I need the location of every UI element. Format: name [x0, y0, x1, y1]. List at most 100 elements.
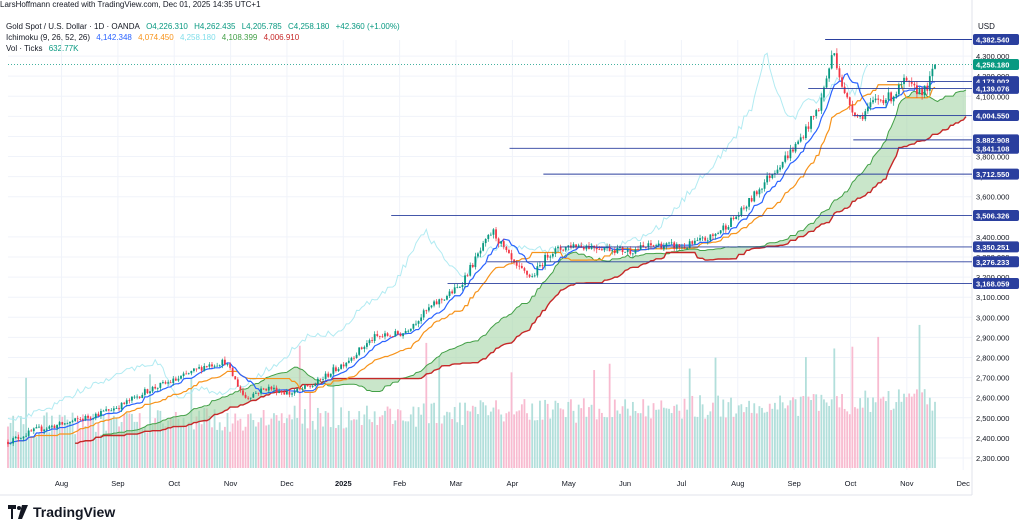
candle-body: [828, 68, 831, 79]
volume-bar: [533, 420, 536, 468]
volume-bar: [629, 415, 632, 468]
volume-bar: [874, 402, 877, 468]
volume-bar: [567, 401, 570, 468]
candle-body: [366, 343, 368, 347]
volume-bar: [903, 393, 905, 468]
candle-body: [921, 88, 923, 96]
volume-bar: [231, 423, 234, 468]
candle-body: [797, 141, 800, 144]
volume-bar: [213, 409, 216, 468]
candle-body: [626, 249, 629, 252]
volume-bar: [327, 412, 330, 468]
volume-bar: [570, 399, 572, 468]
candle-body: [399, 334, 402, 337]
volume-bar: [394, 420, 397, 468]
price-level-label: 3,168.059: [976, 280, 1009, 289]
candle-body: [363, 346, 366, 349]
volume-bar: [397, 409, 399, 468]
x-tick-label: Dec: [280, 479, 294, 488]
volume-bar: [484, 405, 487, 468]
candle-body: [278, 391, 281, 394]
volume-bar: [440, 423, 443, 468]
volume-bar: [934, 401, 936, 468]
candle-body: [520, 265, 523, 269]
volume-bar: [146, 432, 149, 468]
volume-bar: [856, 408, 859, 468]
candle-body: [931, 68, 934, 77]
candle-body: [497, 238, 500, 244]
candle-body: [629, 249, 632, 254]
volume-bar: [590, 404, 593, 468]
candle-body: [448, 291, 451, 297]
volume-bar: [167, 420, 169, 468]
candle-body: [412, 323, 415, 329]
candle-body: [727, 226, 730, 230]
candle-body: [45, 428, 48, 430]
symbol-legend[interactable]: Gold Spot / U.S. Dollar · 1D · OANDA O4,…: [6, 22, 404, 31]
candle-body: [102, 410, 105, 412]
candle-body: [461, 284, 464, 287]
x-tick-label: Sep: [787, 479, 800, 488]
open-value: O4,226.310: [146, 22, 188, 31]
candle-body: [890, 92, 893, 102]
volume-bar: [688, 368, 691, 468]
candle-body: [94, 413, 97, 419]
candle-body: [40, 426, 43, 431]
volume-legend[interactable]: Vol · Ticks 632.77K: [6, 44, 83, 53]
volume-bar: [520, 404, 523, 468]
candle-body: [753, 191, 756, 202]
volume-bar: [100, 434, 102, 468]
x-tick-label: Mar: [450, 479, 463, 488]
volume-bar: [399, 410, 402, 468]
y-tick-label: 2,300.000: [976, 454, 1009, 463]
candle-body: [928, 76, 931, 91]
volume-bar: [719, 416, 722, 468]
volume-bar: [185, 426, 188, 468]
volume-bar: [154, 418, 157, 468]
candle-body: [329, 373, 332, 377]
ichimoku-legend[interactable]: Ichimoku (9, 26, 52, 26) 4,142.348 4,074…: [6, 33, 303, 42]
volume-bar: [892, 408, 895, 468]
volume-bar: [916, 389, 918, 468]
volume-bar: [265, 425, 268, 468]
candle-body: [489, 234, 492, 236]
volume-bar: [626, 408, 629, 468]
candle-body: [244, 394, 247, 398]
candle-body: [848, 97, 851, 106]
candle-body: [446, 296, 448, 300]
volume-bar: [730, 397, 732, 468]
candle-body: [226, 364, 229, 365]
volume-bar: [464, 402, 466, 468]
volume-bar: [717, 395, 719, 468]
candle-body: [141, 394, 144, 399]
candle-body: [322, 378, 324, 380]
volume-bar: [316, 407, 319, 468]
candle-body: [745, 206, 748, 209]
candle-body: [306, 385, 309, 387]
candle-body: [662, 246, 665, 250]
volume-bar: [172, 417, 175, 468]
candle-body: [474, 256, 477, 268]
candle-body: [647, 243, 650, 248]
volume-bar: [278, 420, 281, 468]
candle-body: [125, 400, 128, 404]
candle-body: [637, 249, 639, 251]
candle-body: [815, 110, 818, 117]
candle-body: [817, 110, 820, 111]
candle-body: [25, 435, 27, 437]
volume-bar: [639, 413, 642, 468]
candle-body: [763, 182, 766, 189]
volume-bar: [743, 412, 745, 468]
volume-bar: [123, 413, 126, 468]
candle-body: [425, 310, 428, 312]
volume-bar: [180, 426, 182, 468]
volume-bar: [704, 418, 707, 468]
candle-body: [771, 174, 774, 179]
candle-body: [260, 388, 262, 394]
candle-body: [559, 246, 562, 250]
volume-bar: [655, 409, 658, 468]
candle-body: [420, 317, 423, 322]
volume-bar: [133, 421, 136, 468]
volume-bar: [61, 416, 64, 468]
